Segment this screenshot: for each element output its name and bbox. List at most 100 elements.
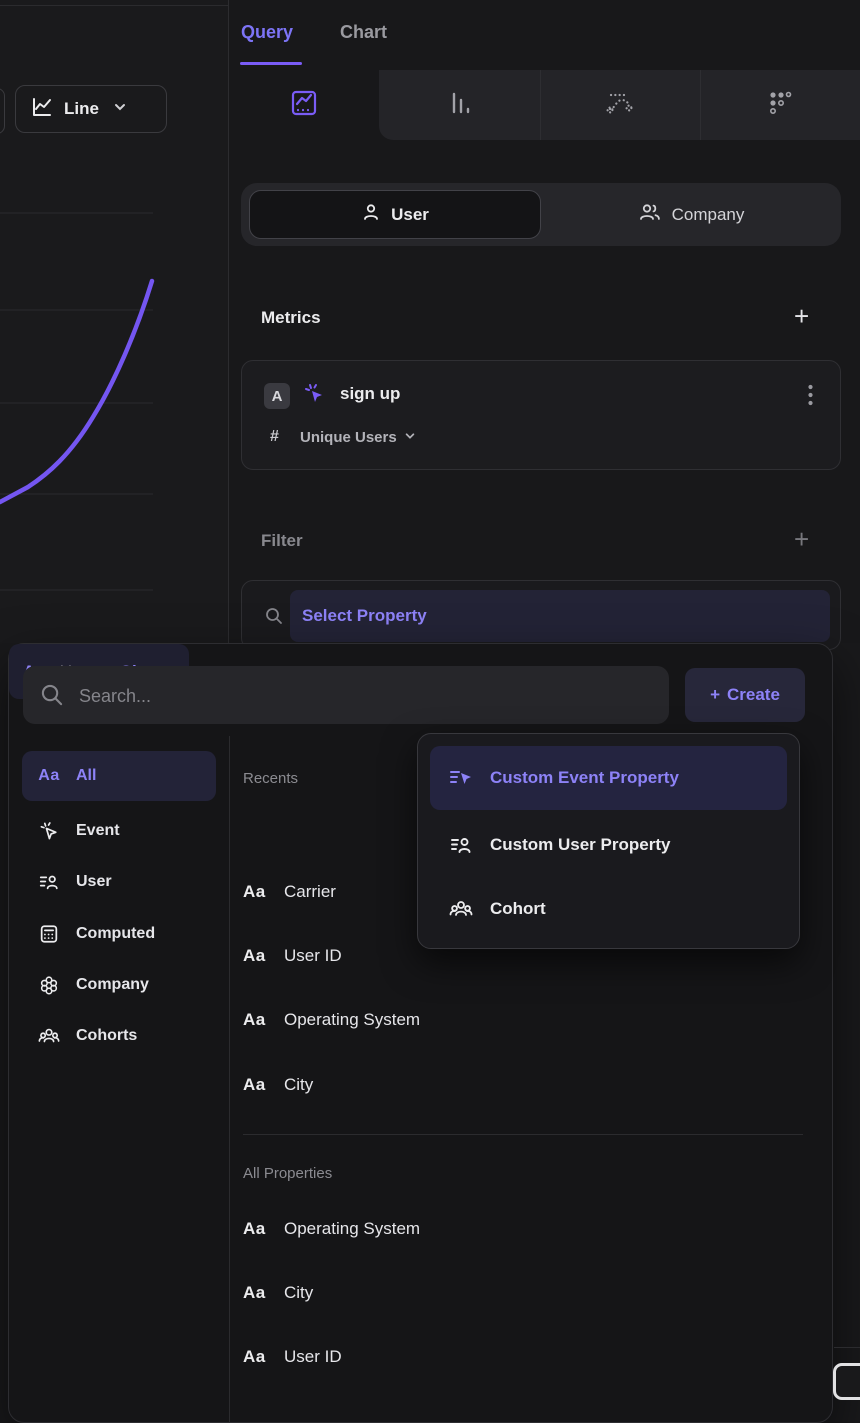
category-company[interactable]: Company	[22, 960, 216, 1010]
category-label: Cohorts	[76, 1027, 138, 1044]
panel-divider	[228, 0, 229, 643]
tab-flows[interactable]	[540, 70, 700, 140]
aggregation-label: Unique Users	[300, 429, 397, 446]
tab-retention[interactable]	[700, 70, 860, 140]
chart-panel: Line	[0, 0, 228, 643]
event-icon	[34, 820, 64, 842]
user-list-icon	[34, 871, 64, 893]
cohort-icon	[444, 897, 478, 921]
picker-search-bar[interactable]	[23, 666, 669, 726]
tab-divider	[700, 70, 701, 140]
section-divider	[243, 1134, 803, 1135]
bar-chart-icon	[446, 89, 474, 122]
cropped-shortcut-badge	[833, 1363, 860, 1400]
create-button[interactable]: + Create	[685, 668, 805, 722]
cohorts-icon	[34, 1025, 64, 1047]
text-type-icon: Aa	[38, 767, 60, 784]
insights-icon	[290, 89, 318, 122]
tab-query[interactable]: Query	[241, 22, 294, 42]
chart-series-line	[0, 278, 155, 505]
recent-item[interactable]: Aa Carrier	[243, 882, 336, 902]
entity-user-label: User	[391, 204, 429, 224]
category-cohorts[interactable]: Cohorts	[22, 1011, 216, 1061]
property-name: Carrier	[284, 882, 336, 901]
metric-letter-badge: A	[264, 383, 290, 409]
text-type-icon: Aa	[243, 882, 266, 901]
property-name: User ID	[284, 946, 342, 965]
menu-item-custom-user-property[interactable]: Custom User Property	[430, 813, 787, 877]
tab-chart[interactable]: Chart	[340, 22, 388, 42]
category-label: User	[76, 873, 112, 890]
aggregation-dropdown[interactable]: Unique Users	[300, 429, 416, 446]
picker-divider	[229, 736, 230, 1423]
menu-item-label: Cohort	[490, 899, 546, 918]
flows-icon	[605, 89, 635, 122]
add-metric-button[interactable]: +	[794, 301, 810, 331]
metrics-section-title: Metrics	[261, 308, 321, 327]
create-menu: Custom Event Property Custom User Proper…	[417, 733, 800, 949]
recent-item[interactable]: Aa User ID	[243, 946, 342, 966]
text-type-icon: Aa	[243, 1219, 266, 1238]
menu-item-label: Custom Event Property	[490, 768, 679, 787]
category-label: Computed	[76, 925, 156, 942]
category-user[interactable]: User	[22, 857, 216, 907]
text-type-icon: Aa	[243, 1010, 266, 1029]
metric-event-name: sign up	[340, 384, 401, 403]
category-label: All	[76, 767, 97, 784]
custom-event-property-icon	[444, 766, 478, 790]
tab-funnels[interactable]	[380, 70, 540, 140]
entity-company-button[interactable]: Company	[541, 183, 841, 246]
property-name: City	[284, 1075, 314, 1094]
active-tab-underline	[240, 62, 302, 65]
property-name: Operating System	[284, 1010, 421, 1029]
filter-section-title: Filter	[261, 531, 303, 550]
chevron-down-icon	[113, 100, 127, 119]
menu-item-cohort[interactable]: Cohort	[430, 877, 787, 941]
line-chart	[0, 212, 155, 591]
category-label: Event	[76, 822, 120, 839]
entity-user-button[interactable]: User	[249, 190, 541, 239]
search-input[interactable]	[77, 666, 651, 726]
property-item[interactable]: Aa Operating System	[243, 1219, 420, 1239]
divider	[834, 1347, 860, 1348]
calculator-icon	[34, 923, 64, 945]
text-type-icon: Aa	[243, 1347, 266, 1366]
recent-item[interactable]: Aa Operating System	[243, 1010, 420, 1030]
query-panel: Query Chart	[229, 0, 860, 650]
company-cluster-icon	[34, 974, 64, 996]
tab-divider	[540, 70, 541, 140]
filter-card: Select Property	[241, 580, 841, 650]
text-type-icon: Aa	[243, 946, 266, 965]
company-icon	[638, 202, 662, 227]
category-label: Company	[76, 976, 149, 993]
numeric-aggregation-icon: #	[270, 428, 279, 445]
select-property-field[interactable]: Select Property	[290, 590, 830, 642]
property-name: City	[284, 1283, 314, 1302]
tab-insights[interactable]	[229, 70, 379, 140]
recents-header: Recents	[243, 770, 299, 787]
offscreen-button-fragment	[0, 88, 5, 134]
select-property-placeholder: Select Property	[302, 606, 427, 625]
all-properties-header: All Properties	[243, 1165, 333, 1182]
search-icon	[264, 606, 284, 631]
chart-type-dropdown[interactable]: Line	[15, 85, 167, 133]
property-name: Operating System	[284, 1219, 421, 1238]
plus-icon: +	[710, 685, 720, 704]
metric-card[interactable]: A sign up # Unique Users	[241, 360, 841, 470]
property-item[interactable]: Aa City	[243, 1283, 313, 1303]
divider	[0, 5, 228, 6]
create-button-label: Create	[727, 685, 780, 704]
category-all[interactable]: Aa All	[22, 751, 216, 801]
custom-user-property-icon	[444, 833, 478, 857]
view-type-tabs	[229, 70, 860, 140]
property-name: User ID	[284, 1347, 342, 1366]
add-filter-button[interactable]: +	[794, 524, 810, 554]
category-event[interactable]: Event	[22, 806, 216, 856]
kebab-menu-icon[interactable]	[800, 381, 820, 409]
text-type-icon: Aa	[243, 1283, 266, 1302]
property-item[interactable]: Aa User ID	[243, 1347, 342, 1367]
menu-item-label: Custom User Property	[490, 835, 671, 854]
menu-item-custom-event-property[interactable]: Custom Event Property	[430, 746, 787, 810]
recent-item[interactable]: Aa City	[243, 1075, 313, 1095]
category-computed[interactable]: Computed	[22, 909, 216, 959]
